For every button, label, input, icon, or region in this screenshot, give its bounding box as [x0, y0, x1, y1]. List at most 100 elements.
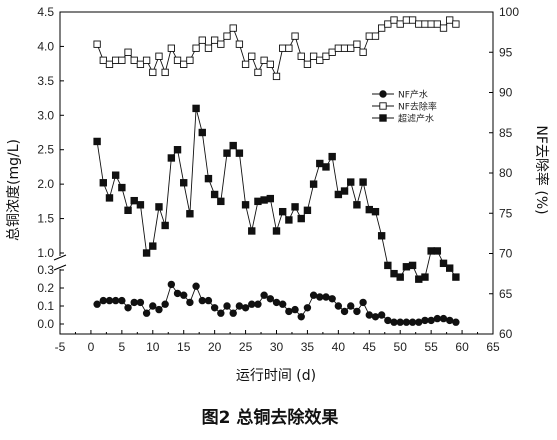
x-tick-label: 15 [177, 340, 191, 354]
data-point [415, 275, 423, 283]
data-point [279, 44, 287, 52]
data-point [365, 205, 373, 214]
y-right-tick-label: 75 [499, 206, 513, 220]
data-point [223, 149, 231, 157]
data-point [433, 20, 441, 28]
data-point [186, 56, 194, 64]
data-point [186, 298, 194, 307]
data-point [390, 269, 398, 278]
data-point [136, 298, 145, 307]
data-point [210, 190, 219, 199]
data-point [155, 203, 163, 211]
data-point [173, 56, 182, 64]
data-point [371, 313, 380, 321]
data-point [93, 40, 101, 48]
data-point [334, 190, 343, 199]
data-point [452, 20, 460, 28]
data-point [142, 309, 151, 317]
data-point [266, 60, 274, 68]
data-point [235, 302, 244, 310]
series-line-3 [96, 108, 457, 280]
data-point [266, 295, 275, 303]
data-point [161, 300, 169, 308]
data-point [303, 206, 312, 215]
x-tick-label: 65 [486, 340, 500, 354]
axis-break-mark [53, 254, 67, 261]
data-point [118, 296, 126, 305]
y-axis-right: 60 65 70 75 80 85 90 95 100 [489, 5, 519, 341]
data-point [130, 56, 138, 64]
data-point [365, 32, 373, 40]
x-tick-label: 30 [270, 340, 284, 354]
legend-marker [379, 114, 387, 122]
data-point [334, 302, 343, 310]
data-point [396, 20, 404, 28]
data-point [118, 56, 126, 64]
data-point [446, 264, 454, 272]
legend-label: 超滤产水 [398, 113, 434, 125]
y-axis-left-title: 总铜浓度(mg/L) [6, 139, 22, 241]
data-point [334, 44, 343, 52]
data-point [278, 300, 287, 308]
data-point [439, 259, 448, 268]
data-point [198, 36, 206, 44]
data-point [248, 300, 256, 308]
data-point [285, 44, 293, 52]
data-point [278, 207, 287, 216]
legend-marker [379, 102, 387, 110]
data-point [260, 196, 268, 204]
data-point [99, 179, 107, 187]
y-left-tick-label: 0.2 [37, 281, 54, 295]
y-right-tick-label: 90 [499, 86, 513, 100]
axis-break-gap [56, 256, 64, 269]
data-point [204, 174, 213, 183]
data-point [340, 307, 349, 316]
data-point [241, 304, 250, 312]
data-point [359, 298, 367, 307]
data-point [421, 20, 429, 28]
data-point [309, 291, 318, 299]
series-line-2 [96, 19, 457, 78]
series-markers [93, 16, 460, 326]
data-point [415, 318, 423, 326]
data-point [111, 171, 120, 179]
data-point [328, 152, 336, 161]
data-point [408, 16, 417, 24]
data-point [303, 60, 312, 68]
y-left-tick-label: 1.0 [37, 246, 54, 260]
data-point [353, 201, 361, 209]
y-axis-left: 1.0 1.5 2.0 2.5 3.0 3.5 4.0 4.5 0.0 0.1 0.2 0.3 [37, 5, 64, 331]
data-point [173, 146, 182, 154]
data-point [347, 178, 355, 186]
data-point [241, 60, 250, 68]
data-point [427, 316, 435, 325]
data-point [446, 16, 454, 24]
data-point [229, 141, 237, 150]
data-point [155, 305, 163, 314]
y-right-tick-label: 65 [499, 287, 513, 301]
data-point [272, 298, 281, 307]
data-point [99, 56, 107, 64]
data-point [204, 296, 213, 305]
data-point [229, 24, 237, 32]
data-point [402, 16, 411, 24]
data-point [316, 293, 324, 301]
data-point [402, 263, 411, 271]
data-point [340, 187, 349, 195]
data-point [229, 309, 237, 317]
x-tick-label: 40 [332, 340, 346, 354]
data-point [415, 20, 423, 28]
y-axis-right-title: NF去除率 (%) [533, 125, 550, 214]
data-point [223, 32, 231, 40]
y-right-tick-label: 80 [499, 166, 513, 180]
y-right-tick-label: 60 [499, 327, 513, 341]
x-axis: -5 0 5 10 15 20 25 30 35 40 45 50 55 60 65 [55, 330, 500, 354]
data-point [433, 247, 442, 255]
x-tick-label: -5 [55, 340, 66, 354]
y-right-tick-label: 85 [499, 126, 513, 140]
data-point [452, 273, 460, 281]
y-left-tick-label: 4.0 [37, 39, 54, 53]
series-2-points [93, 16, 460, 81]
data-point [180, 179, 188, 187]
data-point [316, 159, 324, 168]
